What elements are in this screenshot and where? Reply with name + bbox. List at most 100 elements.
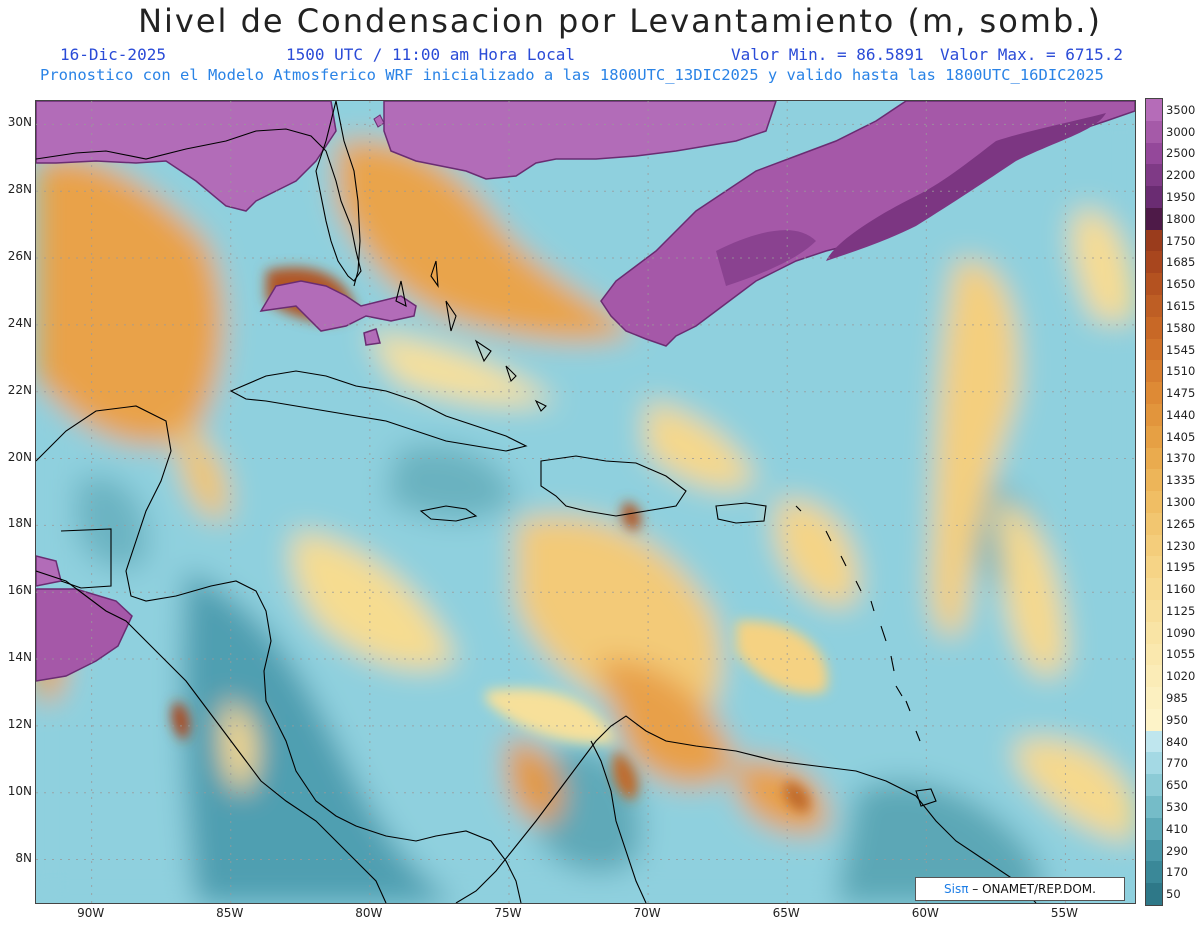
colorbar-segment <box>1146 120 1162 143</box>
colorbar-label: 1475 <box>1166 386 1196 401</box>
lat-label: 16N <box>7 583 32 598</box>
colorbar-segment <box>1146 861 1162 884</box>
coastlines <box>36 101 1037 903</box>
field-background <box>36 101 1135 903</box>
colorbar-segment <box>1146 273 1162 296</box>
colorbar-label: 1545 <box>1166 342 1196 357</box>
colorbar-segment <box>1146 99 1162 121</box>
colorbar-segment <box>1146 599 1162 622</box>
colorbar-segment <box>1146 774 1162 796</box>
lat-label: 14N <box>7 650 32 665</box>
colorbar-label: 1265 <box>1166 516 1196 531</box>
colorbar-segment <box>1146 295 1162 317</box>
high-lcl-regions <box>36 101 1135 682</box>
colorbar-segment <box>1146 447 1162 470</box>
colorbar-label: 1230 <box>1166 538 1196 553</box>
forecast-time: 1500 UTC / 11:00 am Hora Local <box>286 45 575 64</box>
colorbar-label: 1510 <box>1166 364 1196 379</box>
lat-label: 24N <box>7 315 32 330</box>
colorbar-label: 1020 <box>1166 669 1196 684</box>
colorbar-segment <box>1146 360 1162 383</box>
colorbar-segment <box>1146 883 1162 905</box>
lat-label: 10N <box>7 783 32 798</box>
credit-system: Sisπ <box>944 882 969 896</box>
colorbar-segment <box>1146 796 1162 818</box>
lat-label: 22N <box>7 382 32 397</box>
colorbar-segment <box>1146 643 1162 666</box>
colorbar-label: 1650 <box>1166 277 1196 292</box>
colorbar-label: 410 <box>1166 821 1188 836</box>
colorbar-label: 1335 <box>1166 473 1196 488</box>
colorbar <box>1145 98 1163 906</box>
lon-label: 55W <box>1050 906 1078 920</box>
colorbar-segment <box>1146 817 1162 840</box>
colorbar-label: 1950 <box>1166 190 1196 205</box>
model-info: Pronostico con el Modelo Atmosferico WRF… <box>40 66 1104 84</box>
colorbar-segment <box>1146 142 1162 165</box>
credit-box: Sisπ – ONAMET/REP.DOM. <box>915 877 1125 901</box>
colorbar-segment <box>1146 512 1162 535</box>
lon-label: 90W <box>77 906 105 920</box>
max-value: Valor Max. = 6715.2 <box>940 45 1124 64</box>
colorbar-segment <box>1146 752 1162 775</box>
colorbar-label: 3000 <box>1166 124 1196 139</box>
colorbar-label: 650 <box>1166 778 1188 793</box>
colorbar-label: 2200 <box>1166 168 1196 183</box>
colorbar-label: 530 <box>1166 799 1188 814</box>
colorbar-segment <box>1146 491 1162 513</box>
colorbar-label: 985 <box>1166 691 1188 706</box>
map-panel <box>35 100 1136 904</box>
colorbar-segment <box>1146 708 1162 731</box>
colorbar-label: 290 <box>1166 843 1188 858</box>
colorbar-label: 1370 <box>1166 451 1196 466</box>
lat-label: 20N <box>7 449 32 464</box>
colorbar-label: 1300 <box>1166 495 1196 509</box>
colorbar-segment <box>1146 556 1162 579</box>
lat-label: 12N <box>7 716 32 731</box>
lon-label: 70W <box>633 906 661 920</box>
colorbar-segment <box>1146 839 1162 862</box>
lat-label: 26N <box>7 249 32 264</box>
lon-label: 80W <box>355 906 383 920</box>
colorbar-segment <box>1146 403 1162 426</box>
colorbar-segment <box>1146 534 1162 557</box>
colorbar-segment <box>1146 316 1162 339</box>
gridlines <box>36 101 1135 903</box>
colorbar-segment <box>1146 251 1162 274</box>
colorbar-segment <box>1146 578 1162 600</box>
colorbar-label: 1615 <box>1166 298 1196 313</box>
colorbar-label: 1685 <box>1166 255 1196 270</box>
colorbar-segment <box>1146 382 1162 404</box>
lon-label: 65W <box>772 906 800 920</box>
colorbar-label: 1125 <box>1166 603 1196 618</box>
colorbar-label: 1195 <box>1166 560 1196 575</box>
min-value: Valor Min. = 86.5891 <box>731 45 924 64</box>
colorbar-segment <box>1146 207 1162 230</box>
lcl-shaded-map <box>36 101 1135 903</box>
lon-label: 60W <box>911 906 939 920</box>
colorbar-label: 1580 <box>1166 320 1196 335</box>
lon-label: 75W <box>494 906 522 920</box>
colorbar-label: 840 <box>1166 734 1188 749</box>
forecast-date: 16-Dic-2025 <box>60 45 166 64</box>
colorbar-label: 1750 <box>1166 233 1196 248</box>
colorbar-label: 770 <box>1166 756 1188 771</box>
colorbar-label: 2500 <box>1166 146 1196 161</box>
colorbar-label: 1055 <box>1166 647 1196 662</box>
colorbar-label: 950 <box>1166 712 1188 727</box>
colorbar-segment <box>1146 730 1162 753</box>
colorbar-label: 1405 <box>1166 429 1196 444</box>
colorbar-segment <box>1146 665 1162 688</box>
lat-label: 28N <box>7 182 32 197</box>
colorbar-label: 50 <box>1166 887 1181 902</box>
lat-label: 18N <box>7 516 32 531</box>
colorbar-label: 1090 <box>1166 625 1196 640</box>
credit-org: – ONAMET/REP.DOM. <box>968 882 1096 896</box>
colorbar-segment <box>1146 338 1162 361</box>
colorbar-segment <box>1146 469 1162 492</box>
colorbar-segment <box>1146 687 1162 709</box>
colorbar-label: 1800 <box>1166 211 1196 226</box>
colorbar-label: 170 <box>1166 865 1188 880</box>
colorbar-label: 3500 <box>1166 102 1196 117</box>
colorbar-label: 1440 <box>1166 407 1196 422</box>
